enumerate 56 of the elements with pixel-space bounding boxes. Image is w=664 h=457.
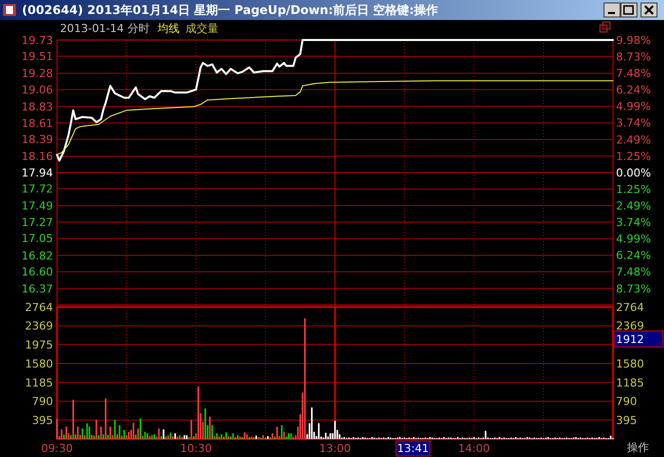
y-tick-label: 17.27 (22, 216, 53, 229)
y-tick-label: 1185 (25, 376, 53, 390)
text: 13:41 (397, 442, 429, 455)
y2-tick-label: 1.25% (616, 150, 651, 163)
y2-tick-label: 8.73% (616, 50, 651, 64)
y-tick-label: 19.51 (22, 50, 53, 64)
y-tick-label: 18.61 (22, 116, 53, 130)
y2-tick-label: 4.99% (616, 232, 651, 246)
y-tick-label: 17.72 (22, 182, 53, 196)
y2-tick-label: 6.24% (616, 84, 651, 97)
y-tick-label: 18.16 (22, 150, 53, 164)
y-tick-label: 2369 (25, 320, 53, 333)
y-tick-label: 17.94 (22, 166, 53, 180)
text: 操作 (627, 441, 649, 454)
y-tick-label: 1975 (25, 338, 53, 352)
y2-tick-label: 7.48% (616, 266, 651, 279)
y2-tick-label: 9.98% (616, 34, 651, 47)
y-tick-label: 16.60 (22, 266, 53, 279)
y2-tick-label: 7.48% (616, 67, 651, 80)
y-tick-label: 16.37 (22, 282, 53, 296)
y2-tick-label: 6.24% (616, 249, 651, 262)
y-tick-label: 1580 (25, 357, 53, 370)
text: 均线 (156, 22, 180, 35)
x-tick-label: 14:00 (458, 442, 490, 455)
x-tick-label: 09:30 (41, 442, 73, 455)
x-tick-label: 13:00 (319, 442, 351, 455)
y2-tick-label: 3.74% (616, 216, 651, 230)
y2-tick-label: 0.00% (616, 166, 651, 180)
y2-tick-label: 2.49% (616, 133, 651, 146)
y-tick-label: 790 (32, 395, 53, 408)
y2-tick-label: 2.49% (616, 199, 651, 212)
y-tick-label: 790 (616, 395, 637, 408)
x-tick-label: 10:30 (180, 442, 212, 455)
y-tick-label: 1580 (616, 357, 644, 370)
y-tick-label: 2764 (616, 300, 644, 314)
text: 成交量 (185, 22, 218, 35)
y-tick-label: 1185 (616, 376, 644, 390)
y-tick-label: 16.82 (22, 249, 53, 262)
y-tick-label: 17.49 (22, 200, 53, 213)
y-tick-label: 19.06 (22, 83, 53, 96)
y-tick-label: 18.83 (22, 100, 53, 114)
y-tick-label: 19.73 (22, 34, 53, 47)
y-tick-label: 18.39 (22, 133, 53, 146)
y2-tick-label: 1.25% (616, 182, 651, 196)
y-tick-label: 2764 (25, 300, 53, 314)
chart-subtitle: 2013-01-14 分时 (60, 22, 150, 35)
y2-tick-label: 4.99% (616, 100, 651, 114)
y2-tick-label: 8.73% (616, 282, 651, 296)
y2-tick-label: 3.74% (616, 116, 651, 130)
y-tick-label: 395 (32, 414, 53, 427)
chart-title: (002644) 2013年01月14日 星期一 PageUp/Down:前后日 空格键:操作 (22, 3, 438, 17)
y-tick-label: 395 (616, 414, 637, 427)
text: 1912 (616, 333, 644, 346)
y-tick-label: 17.05 (22, 232, 53, 246)
y-tick-label: 19.28 (22, 67, 53, 80)
y-tick-label: 2369 (616, 320, 644, 333)
